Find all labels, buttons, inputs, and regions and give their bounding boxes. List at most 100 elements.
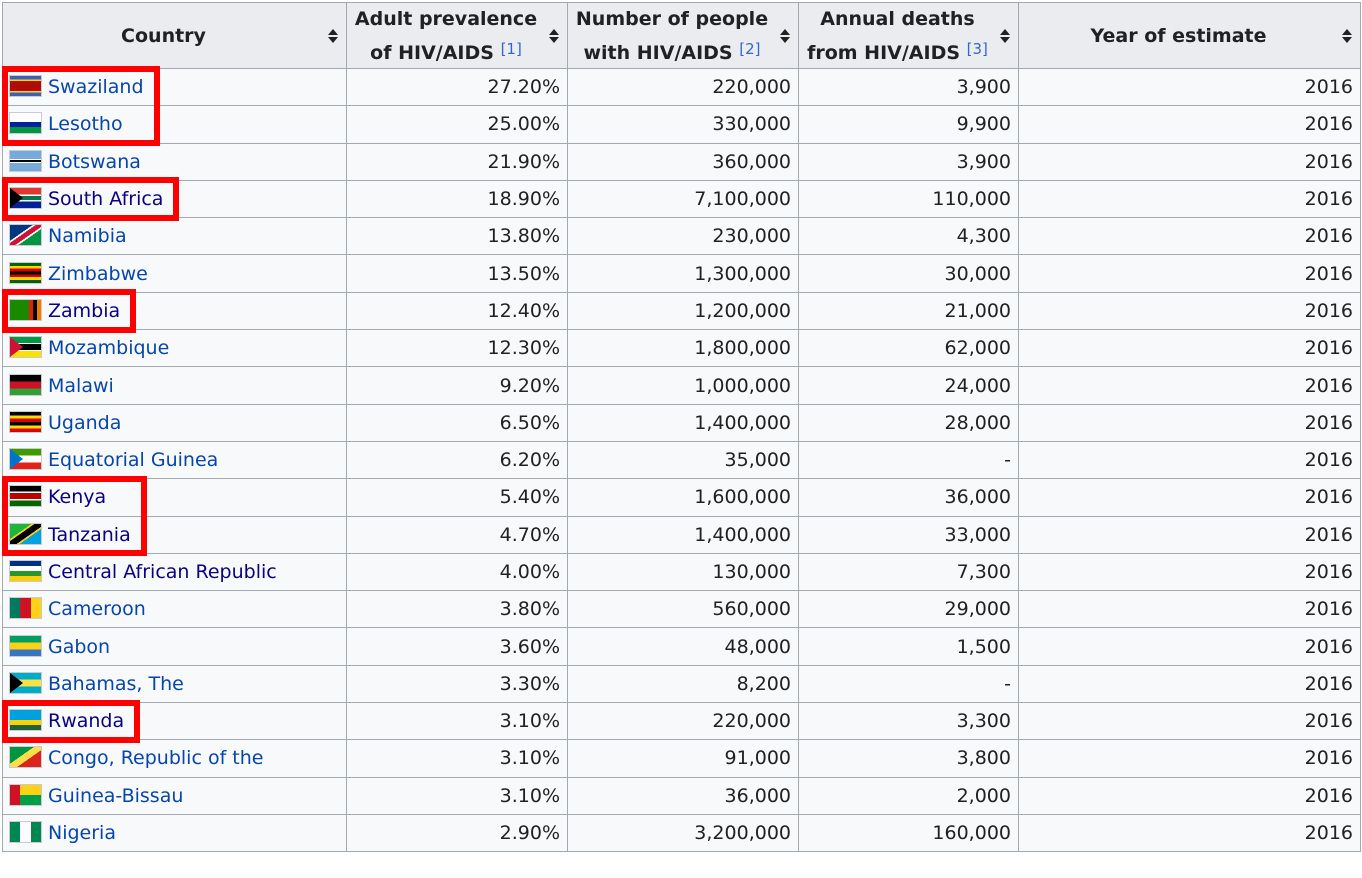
tanzania-flag-icon[interactable] — [10, 523, 41, 544]
year-cell: 2016 — [1018, 702, 1361, 741]
people-cell: 1,400,000 — [567, 403, 799, 442]
namibia-flag-icon[interactable] — [10, 225, 41, 246]
sort-icon[interactable] — [328, 28, 338, 44]
country-link[interactable]: Kenya — [48, 486, 107, 509]
year-cell: 2016 — [1018, 739, 1361, 778]
year-cell: 2016 — [1018, 664, 1361, 704]
equatorial-guinea-flag-icon[interactable] — [10, 449, 41, 470]
people-cell: 220,000 — [567, 702, 799, 741]
people-cell: 1,000,000 — [567, 366, 799, 405]
sort-icon[interactable] — [780, 28, 790, 44]
country-cell: Lesotho — [2, 105, 347, 144]
country-link[interactable]: Uganda — [48, 411, 122, 434]
country-link[interactable]: Tanzania — [48, 523, 131, 546]
prevalence-cell: 5.40% — [346, 478, 568, 517]
bahamas-flag-icon[interactable] — [10, 672, 41, 693]
country-link[interactable]: Malawi — [48, 374, 114, 397]
country-link[interactable]: Bahamas, The — [48, 672, 184, 695]
country-cell: Equatorial Guinea — [2, 440, 347, 480]
table-row: Namibia 13.80% 230,000 4,300 2016 — [2, 217, 1361, 256]
country-link[interactable]: Zimbabwe — [48, 262, 148, 285]
malawi-flag-icon[interactable] — [10, 374, 41, 395]
gabon-flag-icon[interactable] — [10, 635, 41, 656]
country-link[interactable]: Swaziland — [48, 76, 144, 99]
prevalence-cell: 3.30% — [346, 664, 568, 704]
reference-link[interactable]: [2] — [739, 39, 761, 58]
country-cell: South Africa — [2, 179, 347, 219]
cameroon-flag-icon[interactable] — [10, 598, 41, 619]
prevalence-cell: 3.10% — [346, 739, 568, 778]
people-cell: 36,000 — [567, 776, 799, 815]
table-row: Bahamas, The 3.30% 8,200-2016 — [2, 664, 1361, 704]
country-link[interactable]: Cameroon — [48, 598, 146, 621]
country-link[interactable]: Zambia — [48, 299, 121, 322]
table-row: Cameroon 3.80% 560,000 29,000 2016 — [2, 590, 1361, 629]
table-row: Zambia 12.40% 1,200,000 21,000 2016 — [2, 291, 1361, 331]
deaths-cell: 2,000 — [798, 776, 1019, 815]
year-cell: 2016 — [1018, 105, 1361, 144]
zambia-flag-icon[interactable] — [10, 299, 41, 320]
kenya-flag-icon[interactable] — [10, 486, 41, 507]
country-link[interactable]: Botswana — [48, 150, 141, 173]
country-link[interactable]: Guinea-Bissau — [48, 784, 184, 807]
reference-link[interactable]: [3] — [966, 39, 988, 58]
deaths-cell: 110,000 — [798, 179, 1019, 219]
sort-icon[interactable] — [549, 28, 559, 44]
people-cell: 1,200,000 — [567, 291, 799, 331]
country-cell: Kenya — [2, 478, 347, 517]
people-cell: 1,300,000 — [567, 254, 799, 293]
deaths-cell: 28,000 — [798, 403, 1019, 442]
deaths-cell: 160,000 — [798, 813, 1019, 853]
mozambique-flag-icon[interactable] — [10, 337, 41, 358]
deaths-cell: 3,900 — [798, 142, 1019, 181]
country-link[interactable]: Central African Republic — [48, 561, 277, 583]
people-cell: 1,600,000 — [567, 478, 799, 517]
country-link[interactable]: Gabon — [48, 635, 111, 658]
prevalence-cell: 25.00% — [346, 105, 568, 144]
people-cell: 1,400,000 — [567, 515, 799, 554]
people-cell: 91,000 — [567, 739, 799, 778]
country-link[interactable]: Equatorial Guinea — [48, 449, 219, 472]
botswana-flag-icon[interactable] — [10, 150, 41, 171]
prevalence-cell: 2.90% — [346, 813, 568, 853]
zimbabwe-flag-icon[interactable] — [10, 262, 41, 283]
country-link[interactable]: Rwanda — [48, 710, 125, 733]
table-row: Swaziland 27.20% 220,000 3,900 2016 — [2, 67, 1361, 107]
swaziland-flag-icon[interactable] — [10, 76, 41, 97]
reference-link[interactable]: [1] — [500, 39, 522, 58]
country-link[interactable]: Lesotho — [48, 113, 123, 136]
country-cell: Tanzania — [2, 515, 347, 554]
country-link[interactable]: Congo, Republic of the — [48, 747, 264, 770]
table-header-row: Country Adult prevalence of HIV/AIDS [1]… — [2, 2, 1361, 69]
table-row: Lesotho 25.00% 330,000 9,900 2016 — [2, 105, 1361, 144]
country-cell: Guinea-Bissau — [2, 776, 347, 815]
rwanda-flag-icon[interactable] — [10, 710, 41, 731]
south-africa-flag-icon[interactable] — [10, 188, 41, 209]
central-african-republic-flag-icon[interactable] — [10, 561, 41, 581]
deaths-cell: 24,000 — [798, 366, 1019, 405]
year-cell: 2016 — [1018, 478, 1361, 517]
column-header-label: Year of estimate — [1090, 24, 1267, 47]
column-header-prevalence[interactable]: Adult prevalence of HIV/AIDS [1] — [346, 2, 568, 69]
sort-icon[interactable] — [1000, 28, 1010, 44]
lesotho-flag-icon[interactable] — [10, 113, 41, 134]
congo-flag-icon[interactable] — [10, 747, 41, 768]
deaths-cell: 21,000 — [798, 291, 1019, 331]
year-cell: 2016 — [1018, 515, 1361, 554]
year-cell: 2016 — [1018, 142, 1361, 181]
sort-icon[interactable] — [1342, 28, 1352, 44]
people-cell: 130,000 — [567, 552, 799, 592]
uganda-flag-icon[interactable] — [10, 411, 41, 432]
column-header-year[interactable]: Year of estimate — [1018, 2, 1361, 69]
country-link[interactable]: South Africa — [48, 188, 164, 211]
nigeria-flag-icon[interactable] — [10, 822, 41, 843]
prevalence-cell: 4.70% — [346, 515, 568, 554]
guinea-bissau-flag-icon[interactable] — [10, 784, 41, 805]
country-link[interactable]: Namibia — [48, 225, 127, 248]
country-link[interactable]: Mozambique — [48, 337, 170, 360]
country-link[interactable]: Nigeria — [48, 822, 116, 845]
column-header-deaths[interactable]: Annual deaths from HIV/AIDS [3] — [798, 2, 1019, 69]
people-cell: 48,000 — [567, 627, 799, 666]
column-header-people[interactable]: Number of people with HIV/AIDS [2] — [567, 2, 799, 69]
column-header-country[interactable]: Country — [2, 2, 347, 69]
